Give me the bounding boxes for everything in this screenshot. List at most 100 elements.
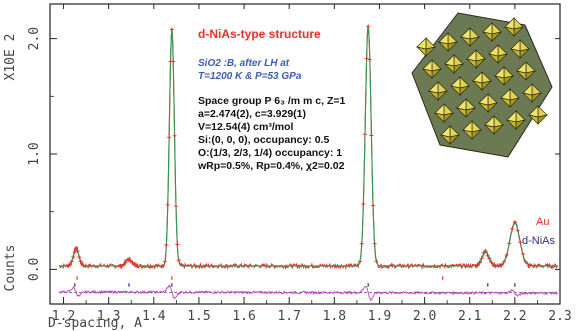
observed-point bbox=[481, 251, 486, 256]
octahedron bbox=[449, 76, 471, 96]
observed-point bbox=[372, 241, 377, 246]
observed-point bbox=[518, 240, 523, 245]
observed-point bbox=[369, 133, 374, 138]
x-tick-label: 1.5 bbox=[187, 309, 210, 324]
x-tick-label: 1.4 bbox=[142, 309, 166, 324]
observed-point bbox=[176, 258, 181, 263]
octahedron bbox=[521, 83, 543, 103]
observed-point bbox=[526, 264, 531, 269]
observed-point bbox=[173, 204, 178, 209]
observed-point bbox=[175, 242, 180, 247]
observed-point bbox=[487, 256, 492, 261]
octahedron bbox=[443, 54, 465, 74]
observed-point bbox=[68, 262, 73, 267]
x-axis-label: D-spacing, A bbox=[48, 316, 142, 331]
observed-point bbox=[74, 246, 79, 250]
detail-o-site: O:(1/3, 2/3, 1/4) occupancy: 1 bbox=[198, 147, 342, 159]
observed-point bbox=[371, 203, 376, 208]
observed-point bbox=[477, 260, 482, 265]
observed-point bbox=[499, 263, 504, 268]
difference-curve bbox=[58, 284, 558, 302]
observed-point bbox=[359, 241, 364, 246]
y-axis-label-top: X10E 2 bbox=[3, 34, 18, 81]
octahedron bbox=[527, 105, 549, 125]
observed-point bbox=[512, 220, 517, 225]
observed-point bbox=[504, 252, 509, 257]
observed-point bbox=[164, 242, 169, 247]
sample-line-2: T=1200 K & P=53 GPa bbox=[198, 71, 302, 82]
detail-lattice: a=2.474(2), c=3.929(1) bbox=[198, 108, 306, 120]
observed-point bbox=[367, 57, 372, 62]
legend-d-nias: d-NiAs bbox=[522, 235, 556, 247]
observed-point bbox=[364, 56, 369, 61]
octahedron bbox=[503, 17, 525, 37]
observed-point bbox=[507, 241, 512, 246]
octahedron bbox=[455, 98, 477, 118]
observed-point bbox=[171, 59, 176, 64]
observed-point bbox=[493, 264, 498, 269]
x-tick-label: 2.2 bbox=[503, 309, 526, 324]
observed-point bbox=[167, 135, 172, 140]
observed-point bbox=[475, 263, 480, 268]
observed-point bbox=[515, 228, 520, 233]
observed-point bbox=[81, 263, 86, 268]
observed-point bbox=[510, 226, 515, 231]
observed-point bbox=[374, 259, 379, 264]
observed-point bbox=[485, 253, 490, 258]
sample-line-1: SiO2 :B, after LH at bbox=[198, 58, 290, 69]
observed-point bbox=[523, 259, 528, 264]
octahedron bbox=[509, 39, 531, 59]
reflection-ticks bbox=[74, 276, 516, 287]
observed-point bbox=[123, 260, 128, 265]
x-tick-label: 1.6 bbox=[232, 309, 255, 324]
octahedron bbox=[477, 93, 499, 113]
observed-point bbox=[501, 259, 506, 264]
observed-point bbox=[483, 249, 488, 254]
observed-point bbox=[135, 263, 140, 268]
observed-point bbox=[71, 254, 76, 259]
x-tick-label: 2.3 bbox=[548, 309, 571, 324]
axis-ticks bbox=[50, 4, 561, 304]
octahedron bbox=[471, 71, 493, 91]
observed-point bbox=[165, 202, 170, 207]
x-tick-label: 2.1 bbox=[458, 309, 481, 324]
x-tick-label: 1.2 bbox=[52, 309, 75, 324]
observed-point bbox=[489, 260, 494, 265]
octahedron bbox=[433, 103, 455, 123]
observed-point bbox=[77, 255, 82, 260]
observed-point bbox=[361, 201, 366, 206]
octahedron bbox=[439, 125, 461, 145]
octahedron bbox=[515, 61, 537, 81]
x-tick-label: 1.7 bbox=[277, 309, 300, 324]
observed-point bbox=[366, 24, 371, 29]
y-tick-labels: 0.0 1.0 2.0 bbox=[27, 27, 42, 281]
octahedron bbox=[499, 88, 521, 108]
octahedron bbox=[461, 120, 483, 140]
x-tick-label: 2.0 bbox=[413, 309, 436, 324]
octahedron bbox=[481, 22, 503, 42]
octahedron bbox=[505, 110, 527, 130]
x-tick-label: 1.9 bbox=[368, 309, 391, 324]
observed-point bbox=[521, 252, 526, 257]
observed-point bbox=[172, 133, 177, 138]
observed-point bbox=[362, 132, 367, 137]
x-tick-label: 1.8 bbox=[323, 309, 346, 324]
x-tick-label: 1.3 bbox=[97, 309, 120, 324]
x-tick-labels: 1.2 1.3 1.4 1.5 1.6 1.7 1.8 1.9 2.0 2.1 2.2 2.3 bbox=[52, 309, 572, 324]
octahedron bbox=[421, 59, 443, 79]
observed-point bbox=[78, 259, 83, 264]
octahedron bbox=[465, 49, 487, 69]
legend-au: Au bbox=[536, 216, 549, 228]
observed-point bbox=[358, 259, 363, 264]
observed-point bbox=[473, 263, 478, 268]
y-tick-label: 1.0 bbox=[27, 142, 42, 165]
y-axis-label-bottom: Counts bbox=[3, 245, 18, 292]
detail-space-group: Space group P 6₃ /m m c, Z=1 bbox=[198, 95, 345, 107]
observed-point bbox=[75, 249, 80, 254]
observed-point bbox=[72, 250, 77, 255]
octahedron bbox=[487, 44, 509, 64]
observed-point bbox=[169, 27, 174, 32]
detail-si-site: Si:(0, 0, 0), occupancy: 0.5 bbox=[198, 134, 329, 146]
observed-point bbox=[163, 259, 168, 264]
